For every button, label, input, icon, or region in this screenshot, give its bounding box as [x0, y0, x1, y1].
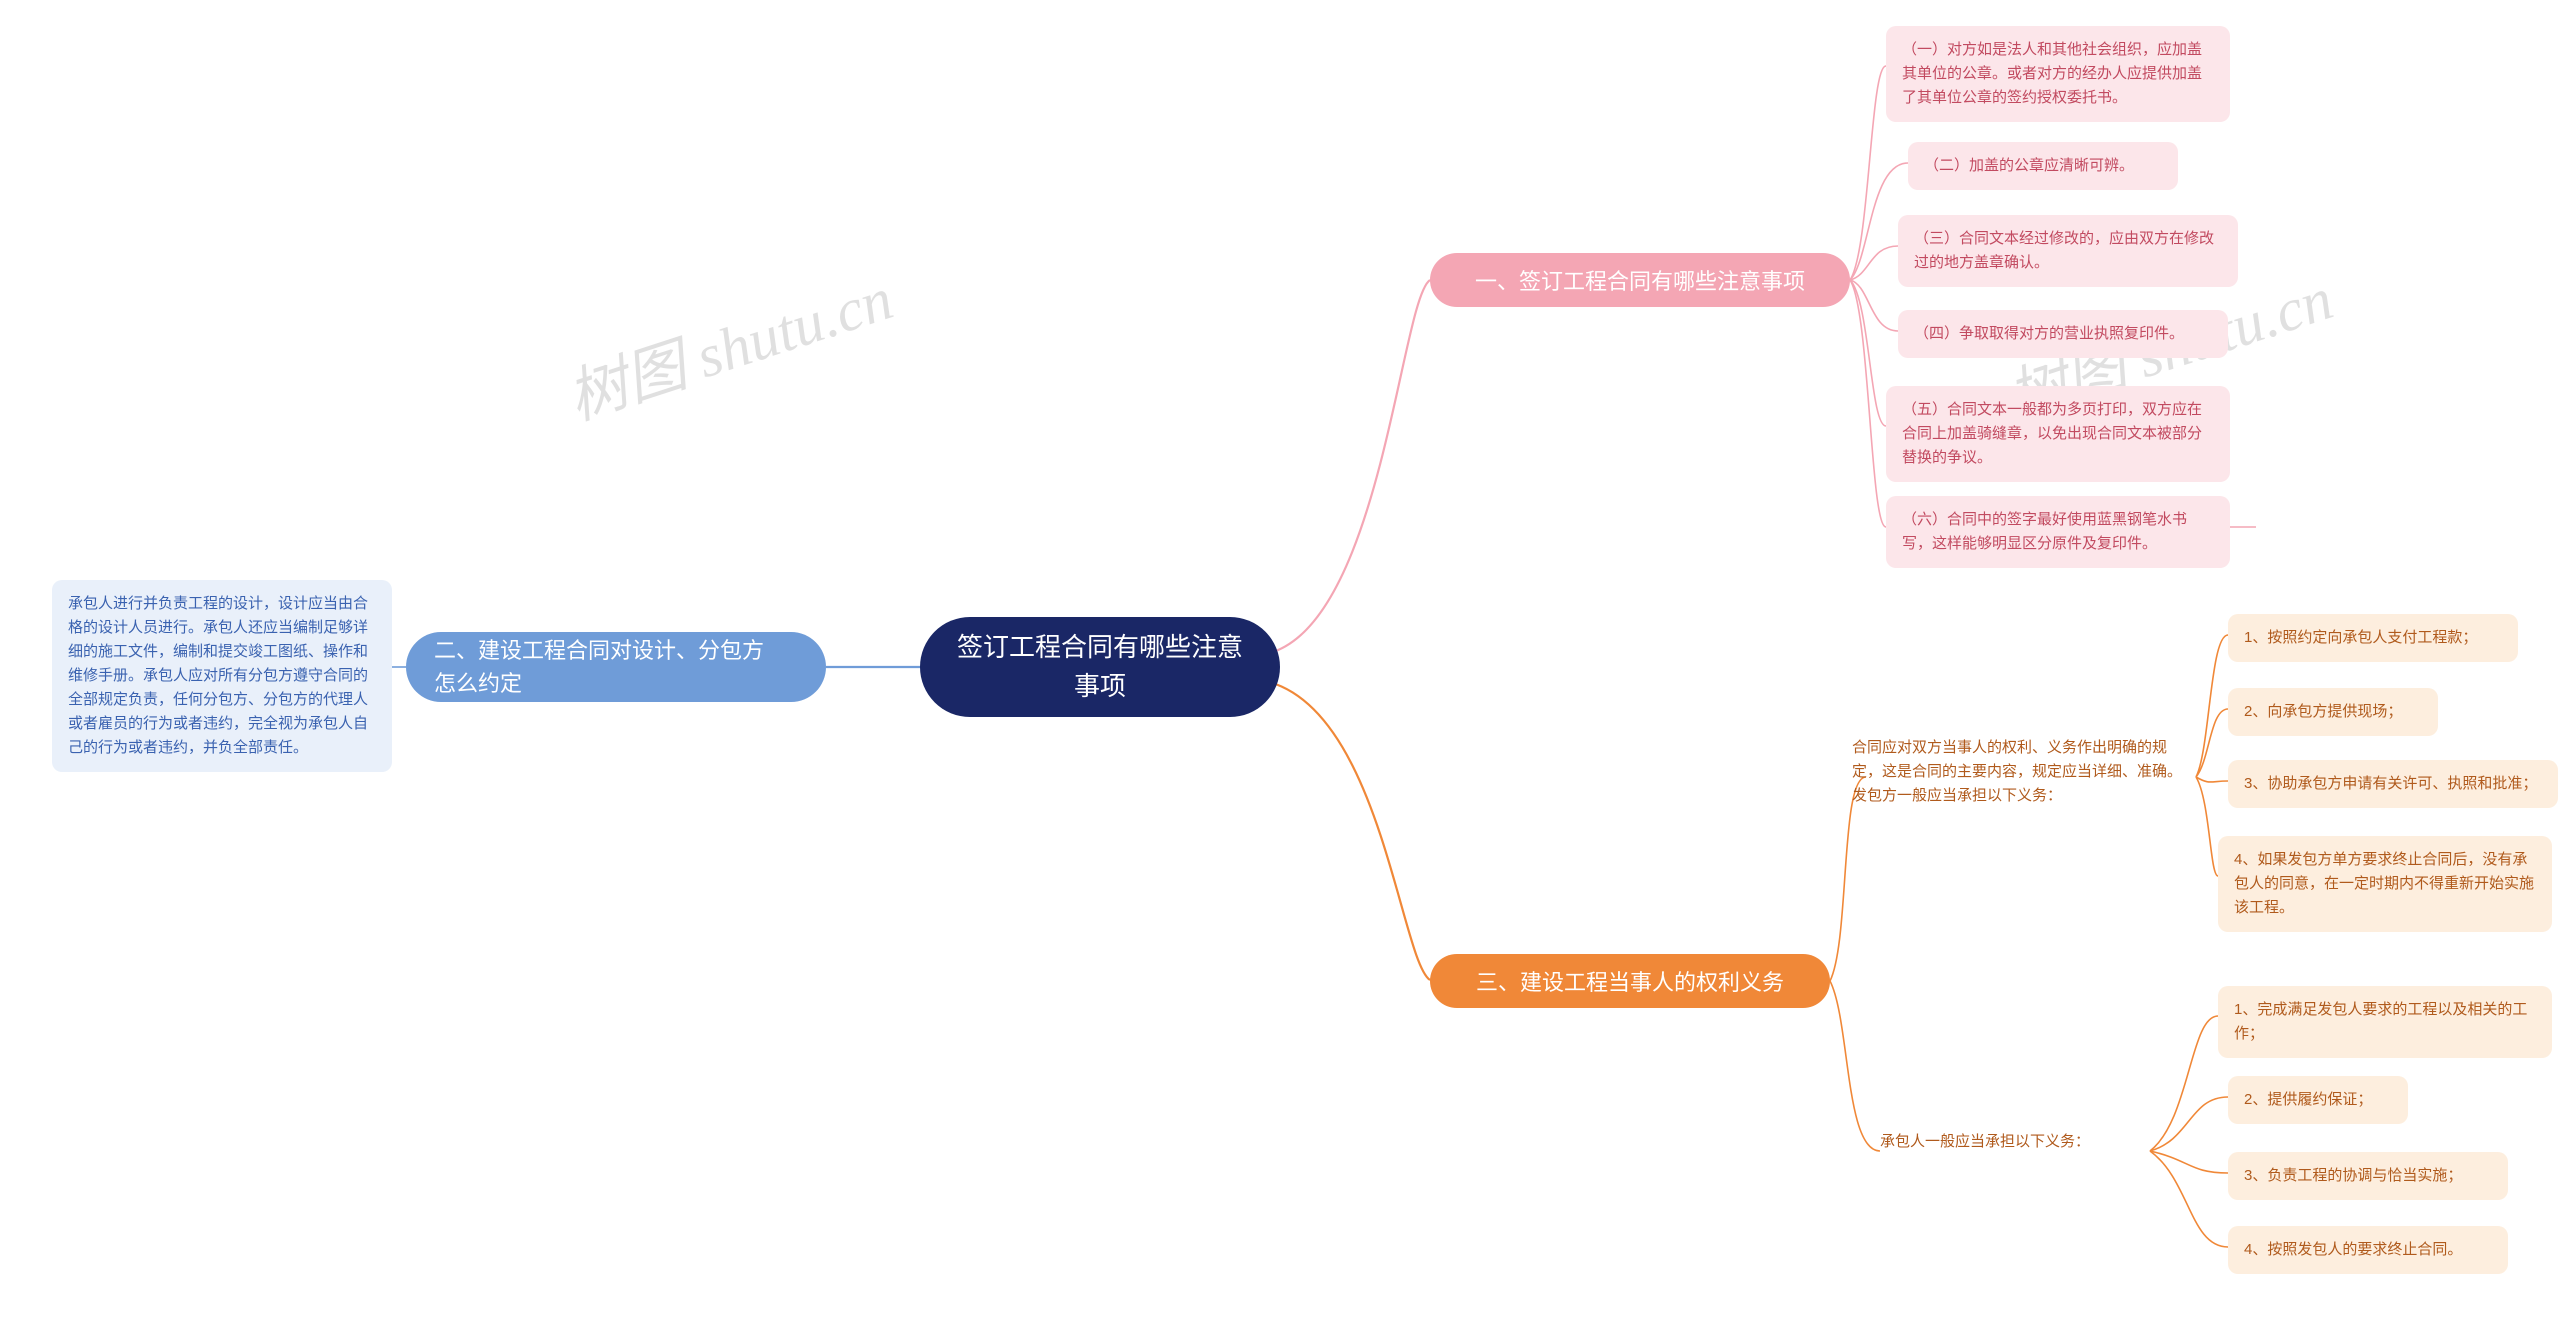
sub-text: 承包人一般应当承担以下义务： [1880, 1133, 2090, 1150]
branch-2-leaf-text: 承包人进行并负责工程的设计，设计应当由合格的设计人员进行。承包人还应当编制足够详… [68, 595, 368, 756]
branch-3-sub1-leaf-2: 2、向承包方提供现场； [2228, 688, 2438, 736]
sub-text: 合同应对双方当事人的权利、义务作出明确的规定，这是合同的主要内容，规定应当详细、… [1852, 739, 2182, 804]
leaf-text: 2、向承包方提供现场； [2244, 703, 2402, 720]
leaf-text: （一）对方如是法人和其他社会组织，应加盖其单位的公章。或者对方的经办人应提供加盖… [1902, 41, 2202, 106]
branch-3-sub1-leaf-4: 4、如果发包方单方要求终止合同后，没有承包人的同意，在一定时期内不得重新开始实施… [2218, 836, 2552, 932]
root-text: 签订工程合同有哪些注意 事项 [957, 628, 1243, 706]
leaf-text: （四）争取取得对方的营业执照复印件。 [1914, 325, 2184, 342]
branch-1-text: 一、签订工程合同有哪些注意事项 [1475, 264, 1805, 296]
branch-3-sub1-leaf-3: 3、协助承包方申请有关许可、执照和批准； [2228, 760, 2558, 808]
branch-3-text: 三、建设工程当事人的权利义务 [1476, 965, 1784, 997]
leaf-text: （三）合同文本经过修改的，应由双方在修改过的地方盖章确认。 [1914, 230, 2214, 271]
branch-3-sub1-leaf-1: 1、按照约定向承包人支付工程款； [2228, 614, 2518, 662]
leaf-text: （二）加盖的公章应清晰可辨。 [1924, 157, 2134, 174]
watermark-text: 树图 shutu.cn [560, 265, 901, 432]
leaf-text: 2、提供履约保证； [2244, 1091, 2372, 1108]
leaf-text: 3、负责工程的协调与恰当实施； [2244, 1167, 2462, 1184]
branch-1-leaf-6: （六）合同中的签字最好使用蓝黑钢笔水书写，这样能够明显区分原件及复印件。 [1886, 496, 2230, 568]
leaf-text: 1、完成满足发包人要求的工程以及相关的工作； [2234, 1001, 2527, 1042]
branch-1-leaf-2: （二）加盖的公章应清晰可辨。 [1908, 142, 2178, 190]
branch-1-leaf-1: （一）对方如是法人和其他社会组织，应加盖其单位的公章。或者对方的经办人应提供加盖… [1886, 26, 2230, 122]
branch-2: 二、建设工程合同对设计、分包方 怎么约定 [406, 632, 826, 702]
leaf-text: （五）合同文本一般都为多页打印，双方应在合同上加盖骑缝章，以免出现合同文本被部分… [1902, 401, 2202, 466]
branch-1-leaf-3: （三）合同文本经过修改的，应由双方在修改过的地方盖章确认。 [1898, 215, 2238, 287]
mindmap-stage: 树图 shutu.cn 树图 shutu.cn 签订 [0, 0, 2560, 1340]
branch-1-leaf-5: （五）合同文本一般都为多页打印，双方应在合同上加盖骑缝章，以免出现合同文本被部分… [1886, 386, 2230, 482]
leaf-text: 1、按照约定向承包人支付工程款； [2244, 629, 2477, 646]
watermark-1: 树图 shutu.cn [555, 250, 902, 437]
leaf-text: 4、如果发包方单方要求终止合同后，没有承包人的同意，在一定时期内不得重新开始实施… [2234, 851, 2534, 916]
branch-1: 一、签订工程合同有哪些注意事项 [1430, 253, 1850, 307]
leaf-text: （六）合同中的签字最好使用蓝黑钢笔水书写，这样能够明显区分原件及复印件。 [1902, 511, 2187, 552]
branch-1-leaf-4: （四）争取取得对方的营业执照复印件。 [1898, 310, 2228, 358]
branch-3-sub2: 承包人一般应当承担以下义务： [1880, 1130, 2150, 1154]
branch-3-sub1: 合同应对双方当事人的权利、义务作出明确的规定，这是合同的主要内容，规定应当详细、… [1852, 736, 2196, 808]
branch-3-sub2-leaf-3: 3、负责工程的协调与恰当实施； [2228, 1152, 2508, 1200]
leaf-text: 4、按照发包人的要求终止合同。 [2244, 1241, 2462, 1258]
root-node: 签订工程合同有哪些注意 事项 [920, 617, 1280, 717]
branch-2-leaf: 承包人进行并负责工程的设计，设计应当由合格的设计人员进行。承包人还应当编制足够详… [52, 580, 392, 772]
branch-2-text: 二、建设工程合同对设计、分包方 怎么约定 [434, 634, 764, 700]
branch-3-sub2-leaf-4: 4、按照发包人的要求终止合同。 [2228, 1226, 2508, 1274]
branch-3-sub2-leaf-2: 2、提供履约保证； [2228, 1076, 2408, 1124]
branch-3: 三、建设工程当事人的权利义务 [1430, 954, 1830, 1008]
leaf-text: 3、协助承包方申请有关许可、执照和批准； [2244, 775, 2537, 792]
branch-3-sub2-leaf-1: 1、完成满足发包人要求的工程以及相关的工作； [2218, 986, 2552, 1058]
